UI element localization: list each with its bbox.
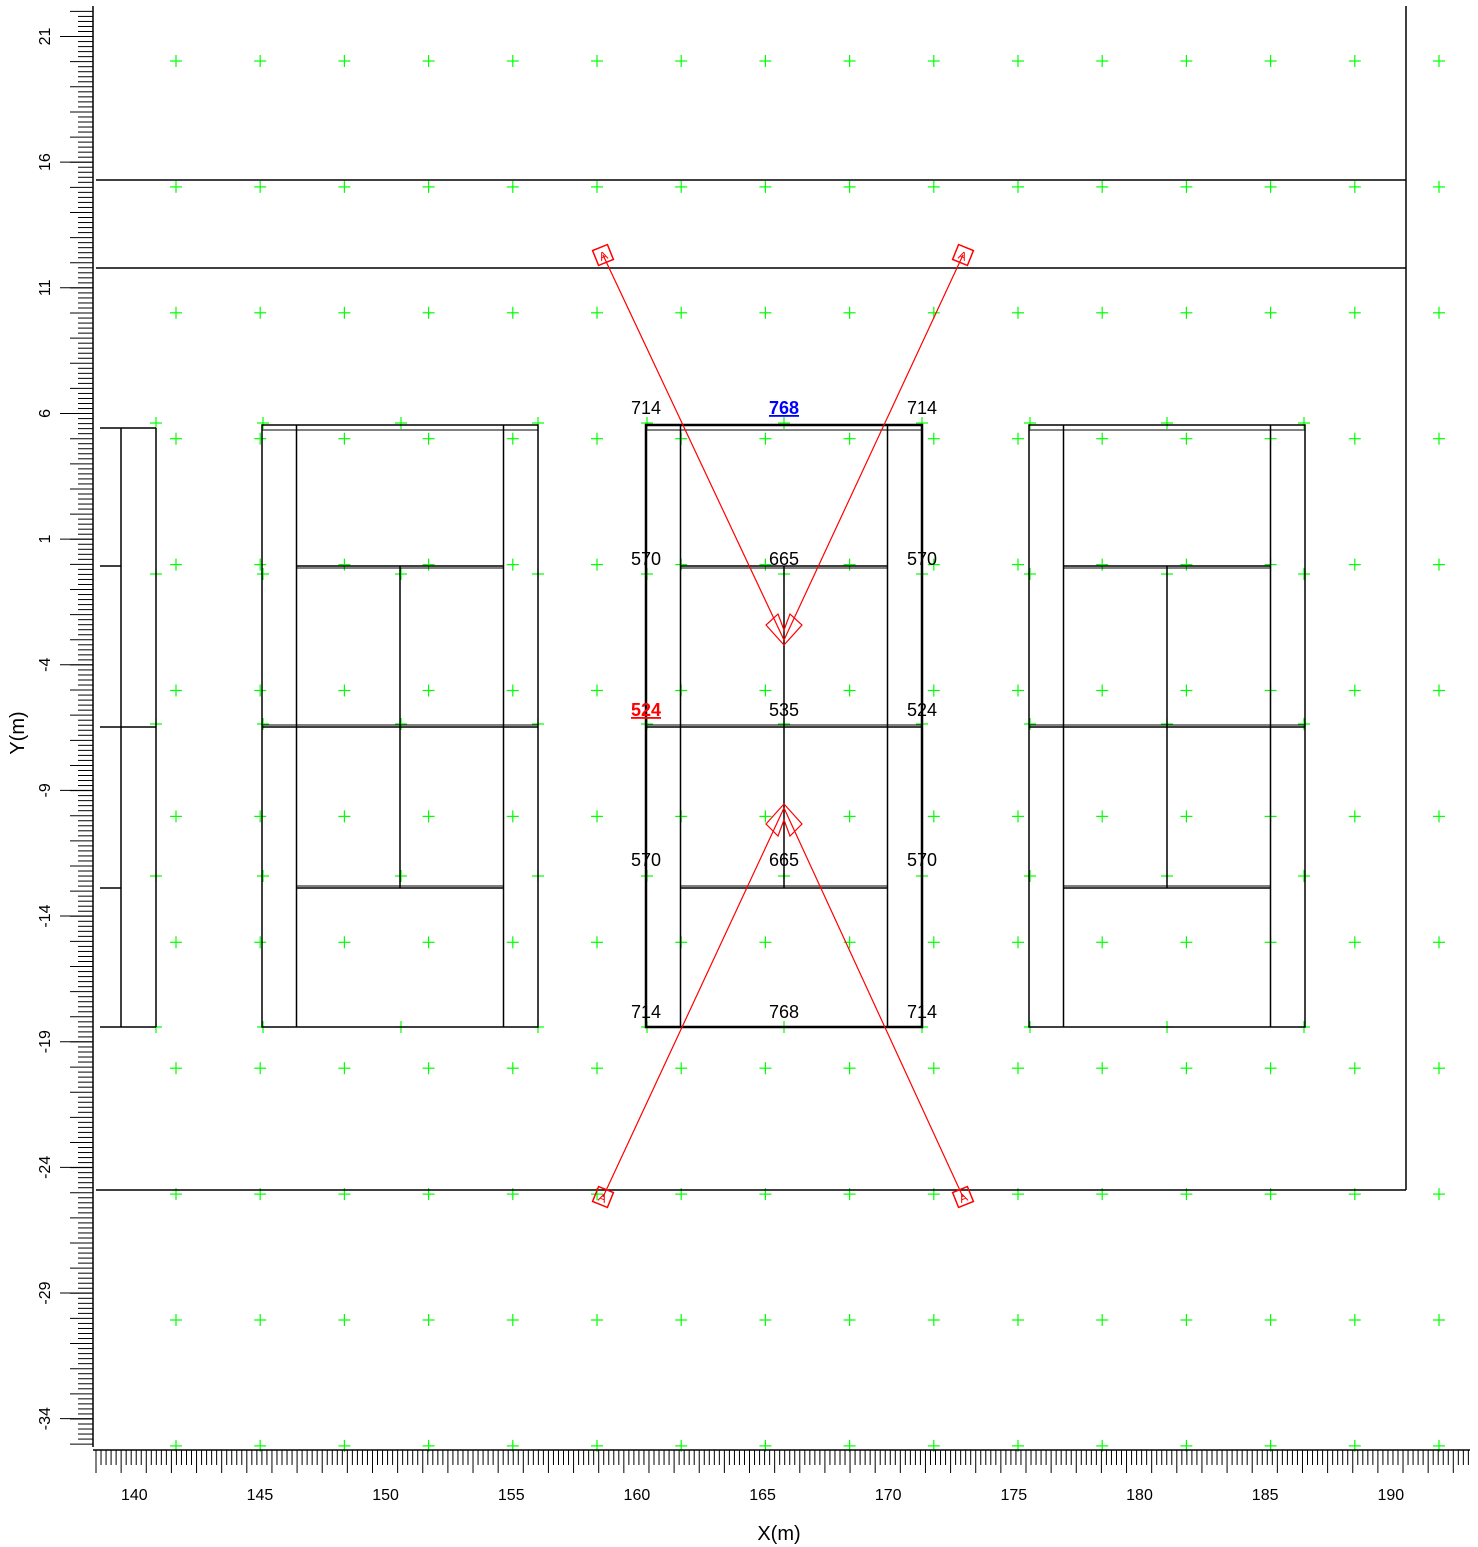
x-tick-label: 190 <box>1377 1487 1404 1504</box>
calculation-grid <box>150 55 1445 1452</box>
y-axis-title: Y(m) <box>7 711 29 754</box>
court-outline <box>261 424 539 1028</box>
luminaire-label: A <box>956 248 969 264</box>
x-tick-label: 165 <box>749 1487 776 1504</box>
value-top-center-max: 768 <box>769 398 799 418</box>
y-tick-label: -14 <box>37 904 54 927</box>
luminaire-label: A <box>597 248 610 264</box>
luminaire-label: A <box>596 1190 609 1206</box>
x-tick-label: 160 <box>624 1487 651 1504</box>
x-tick-label: 145 <box>247 1487 274 1504</box>
value-mid-center: 535 <box>769 700 799 720</box>
y-tick-label: -4 <box>37 658 54 672</box>
value-lower-right: 570 <box>907 850 937 870</box>
luminaire-top-left: A <box>591 243 615 267</box>
y-tick-label: 16 <box>37 153 54 171</box>
aim-point-top <box>765 612 803 646</box>
court-right <box>1028 424 1306 1028</box>
value-top-left: 714 <box>631 398 661 418</box>
court-center <box>644 423 924 1029</box>
aim-line <box>602 807 785 1198</box>
y-tick-label: 6 <box>37 409 54 418</box>
luminaires: A A A A <box>591 243 975 1209</box>
court-partial-left <box>100 427 157 1028</box>
y-tick-label: 1 <box>37 535 54 544</box>
aim-line <box>602 254 785 641</box>
x-tick-label: 170 <box>875 1487 902 1504</box>
aim-point-bottom <box>765 803 803 838</box>
value-upper-right: 570 <box>907 549 937 569</box>
value-upper-left: 570 <box>631 549 661 569</box>
y-tick-label: -19 <box>37 1030 54 1053</box>
value-mid-left-min: 524 <box>631 700 661 720</box>
value-bottom-center: 768 <box>769 1002 799 1022</box>
y-tick-label: -9 <box>37 783 54 797</box>
value-upper-center: 665 <box>769 549 799 569</box>
luminaire-top-right: A <box>951 243 975 267</box>
value-lower-left: 570 <box>631 850 661 870</box>
value-bottom-left: 714 <box>631 1002 661 1022</box>
x-tick-label: 175 <box>1000 1487 1027 1504</box>
y-tick-label: -24 <box>37 1156 54 1179</box>
aim-line <box>783 254 964 641</box>
illuminance-labels: 714 768 714 570 665 570 524 535 524 570 … <box>631 398 937 1022</box>
court-outline <box>644 423 924 1029</box>
luminaire-label: A <box>957 1190 970 1206</box>
y-axis: 21 16 11 6 1 -4 -9 -14 -19 -24 -29 -34 <box>37 6 94 1447</box>
value-lower-center: 665 <box>769 850 799 870</box>
value-top-right: 714 <box>907 398 937 418</box>
x-tick-label: 180 <box>1126 1487 1153 1504</box>
y-tick-label: -29 <box>37 1281 54 1304</box>
court-left <box>261 424 539 1028</box>
court-outline <box>1028 424 1306 1028</box>
y-tick-label: 11 <box>37 279 54 296</box>
court-outlines <box>96 6 1407 1191</box>
aim-line <box>783 807 964 1198</box>
value-mid-right: 524 <box>907 700 937 720</box>
x-tick-label: 185 <box>1252 1487 1279 1504</box>
x-tick-label: 155 <box>498 1487 525 1504</box>
value-bottom-right: 714 <box>907 1002 937 1022</box>
x-axis: 140 145 150 155 160 165 170 175 180 185 190 <box>93 1449 1470 1504</box>
luminaire-aim-lines <box>602 254 964 1198</box>
y-tick-label: -34 <box>37 1407 54 1430</box>
x-tick-label: 140 <box>121 1487 148 1504</box>
y-tick-label: 21 <box>37 28 54 46</box>
x-tick-label: 150 <box>372 1487 399 1504</box>
x-axis-title: X(m) <box>757 1523 800 1545</box>
